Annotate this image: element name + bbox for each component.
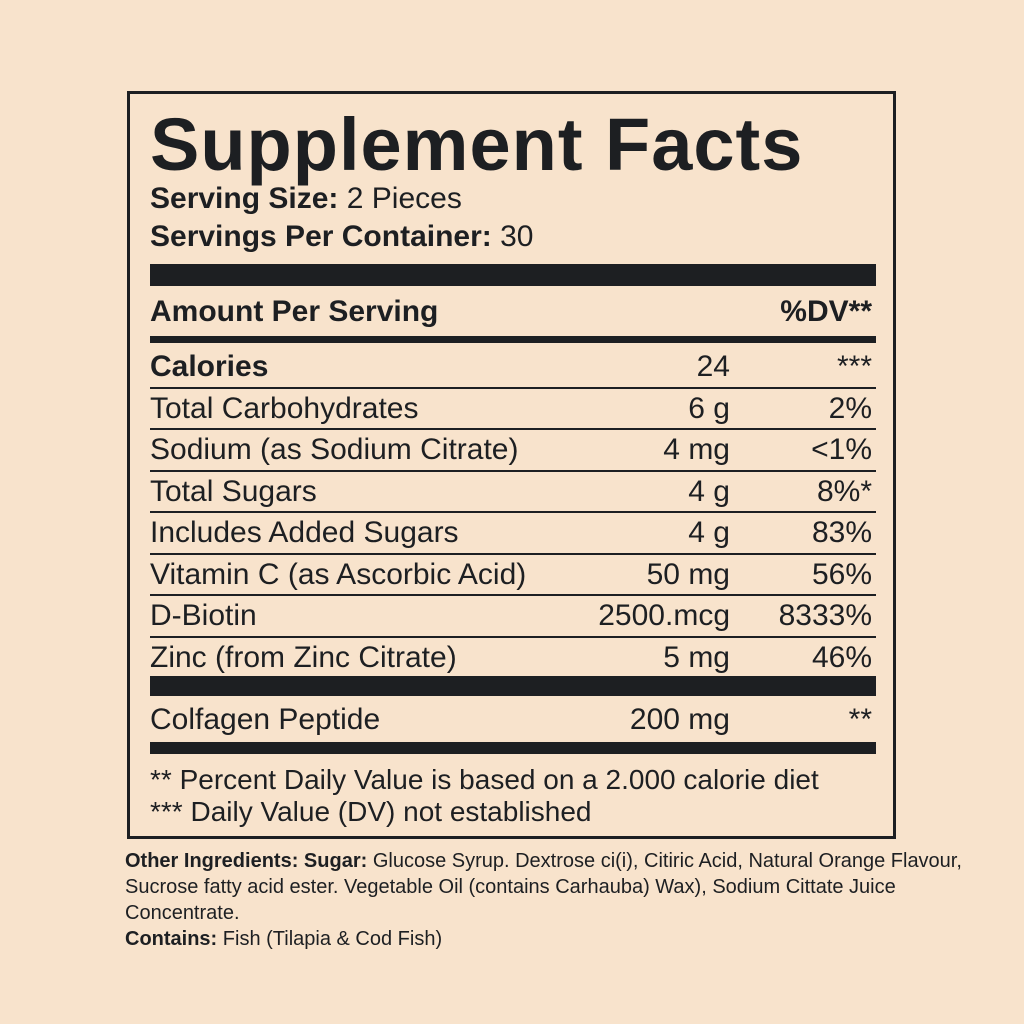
serving-size: Serving Size: 2 Pieces <box>150 182 462 216</box>
extra-rows: Colfagen Peptide 200 mg ** <box>150 698 876 742</box>
other-ingredients: Other Ingredients: Sugar: Glucose Syrup.… <box>125 848 965 926</box>
nutrient-name: Sodium (as Sodium Citrate) <box>150 433 519 466</box>
footnote: *** Daily Value (DV) not established <box>150 796 592 827</box>
footnote: ** Percent Daily Value is based on a 2.0… <box>150 764 819 795</box>
contains: Contains: Fish (Tilapia & Cod Fish) <box>125 926 965 952</box>
serving-size-value: 2 Pieces <box>346 182 462 215</box>
contains-label: Contains: <box>125 928 218 950</box>
nutrient-row: Total Carbohydrates 6 g 2% <box>150 389 876 430</box>
nutrient-name: Total Carbohydrates <box>150 391 419 425</box>
nutrient-dv: 2% <box>828 391 872 425</box>
nutrient-rows: Calories 24 *** Total Carbohydrates 6 g 2% Sod… <box>150 347 876 677</box>
servings-label: Servings Per Container: <box>150 220 492 253</box>
servings-value: 30 <box>500 220 534 253</box>
nutrient-dv: *** <box>836 350 872 383</box>
nutrient-name: D-Biotin <box>150 599 257 632</box>
thick-rule <box>150 742 876 754</box>
facts-panel: Supplement Facts Serving Size: 2 Pieces … <box>127 91 896 839</box>
ingredients-label: Other Ingredients: <box>125 850 299 872</box>
column-header: Amount Per Serving %DV** <box>150 292 876 332</box>
nutrient-name: Calories <box>150 350 269 383</box>
nutrient-amount: 5 mg <box>663 640 730 674</box>
nutrient-amount: 4 g <box>688 516 730 549</box>
nutrient-dv: 8333% <box>778 599 872 632</box>
nutrient-dv: 56% <box>811 557 872 591</box>
title: Supplement Facts <box>150 103 804 186</box>
nutrient-row: Total Sugars 4 g 8%* <box>150 472 876 513</box>
nutrient-amount: 2500.mcg <box>598 599 730 632</box>
sugar-label: Sugar: <box>303 850 368 872</box>
nutrient-amount: 50 mg <box>646 557 730 591</box>
serving-size-label: Serving Size: <box>150 182 339 215</box>
ingredients: Other Ingredients: Sugar: Glucose Syrup.… <box>125 848 965 952</box>
nutrient-amount: 24 <box>696 350 730 383</box>
servings-per-container: Servings Per Container: 30 <box>150 220 533 254</box>
ingredients-text: Glucose Syrup. Dextrose ci(i), Citiric A… <box>125 850 962 924</box>
thick-rule <box>150 264 876 286</box>
nutrient-amount: 4 mg <box>663 433 730 466</box>
dv-header: %DV** <box>780 295 872 328</box>
nutrient-name: Total Sugars <box>150 474 317 508</box>
nutrient-dv: 46% <box>811 640 872 674</box>
nutrient-dv: <1% <box>811 433 872 466</box>
nutrient-row: Calories 24 *** <box>150 347 876 389</box>
nutrient-name: Zinc (from Zinc Citrate) <box>150 640 457 674</box>
nutrient-name: Colfagen Peptide <box>150 703 381 736</box>
nutrient-dv: 8%* <box>816 474 872 508</box>
nutrient-row: D-Biotin 2500.mcg 8333% <box>150 596 876 638</box>
rule <box>150 336 876 343</box>
nutrient-row: Zinc (from Zinc Citrate) 5 mg 46% <box>150 638 876 678</box>
nutrient-amount: 4 g <box>688 474 730 508</box>
nutrient-name: Includes Added Sugars <box>150 516 459 549</box>
nutrient-amount: 6 g <box>688 391 730 425</box>
contains-text: Fish (Tilapia & Cod Fish) <box>222 928 443 950</box>
nutrient-row: Colfagen Peptide 200 mg ** <box>150 698 876 742</box>
nutrient-row: Includes Added Sugars 4 g 83% <box>150 513 876 555</box>
nutrient-amount: 200 mg <box>629 703 730 736</box>
thick-rule <box>150 676 876 696</box>
nutrient-row: Vitamin C (as Ascorbic Acid) 50 mg 56% <box>150 555 876 596</box>
nutrient-name: Vitamin C (as Ascorbic Acid) <box>150 557 527 591</box>
nutrient-dv: ** <box>848 703 872 736</box>
nutrient-dv: 83% <box>811 516 872 549</box>
nutrient-row: Sodium (as Sodium Citrate) 4 mg <1% <box>150 430 876 472</box>
amount-header: Amount Per Serving <box>150 295 439 328</box>
